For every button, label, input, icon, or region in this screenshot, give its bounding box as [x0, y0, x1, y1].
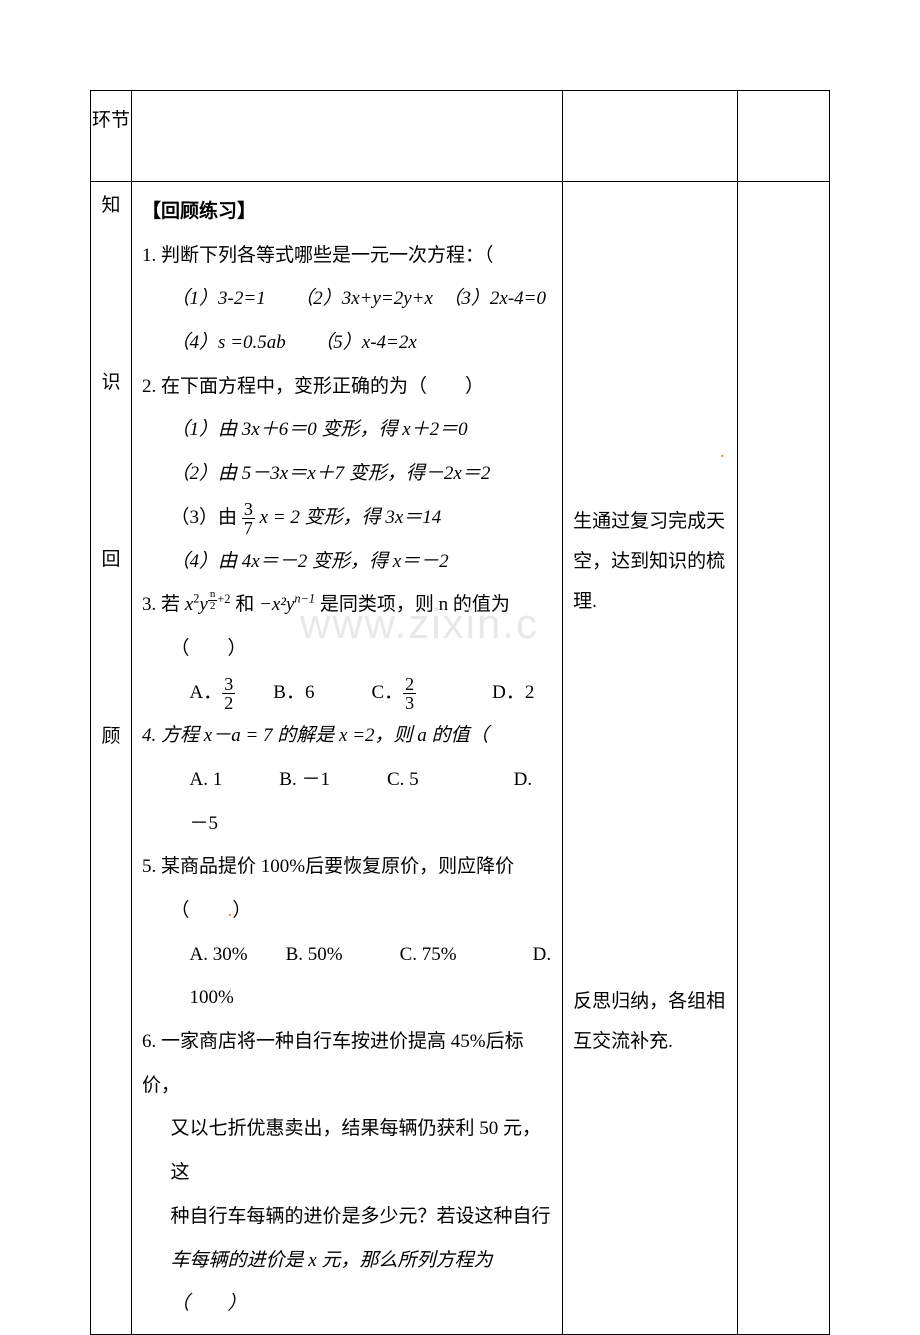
header-row: 环节 — [91, 91, 830, 182]
side-note-1: 生通过复习完成天空，达到知识的梳理. — [573, 502, 726, 622]
q5: 5. 某商品提价 100%后要恢复原价，则应降价 — [142, 845, 552, 889]
q6-l2: 又以七折优惠卖出，结果每辆仍获利 50 元，这 — [142, 1107, 552, 1194]
q2-3: （3）由 37 x = 2 变形，得 3x＝14 — [142, 496, 552, 540]
q2-4: （4）由 4x＝－2 变形，得 x＝－2 — [142, 540, 552, 584]
q5-paren: （ .） — [142, 889, 552, 933]
q3-opts: A．32 B．6 C．23 D．2 — [142, 671, 552, 715]
label-char-4: 顾 — [91, 721, 131, 748]
header-col4 — [737, 91, 829, 182]
section-label-cell: 知 识 回 顾 — [91, 182, 132, 1335]
worksheet-table: 环节 知 识 回 顾 【回顾练习】 1. 判断下列各等式哪些是一元一次方程：（ … — [90, 90, 830, 1335]
q1-opts-2: （4）s =0.5ab （5）x-4=2x — [142, 321, 552, 365]
review-title: 【回顾练习】 — [142, 190, 552, 234]
q6-l3: 种自行车每辆的进价是多少元？若设这种自行 — [142, 1195, 552, 1239]
q4: 4. 方程 x－a = 7 的解是 x =2，则 a 的值（ — [142, 714, 552, 758]
q4-opts: A. 1 B. －1 C. 5 D. －5 — [142, 758, 552, 845]
label-char-2: 识 — [91, 367, 131, 394]
dot-icon: . — [720, 432, 725, 472]
q6-l4: 车每辆的进价是 x 元，那么所列方程为（ ） — [142, 1239, 552, 1326]
content-cell: 【回顾练习】 1. 判断下列各等式哪些是一元一次方程：（ （1）3-2=1 （2… — [132, 182, 563, 1335]
header-col2 — [132, 91, 563, 182]
header-col1: 环节 — [91, 91, 132, 182]
side-note-2: 反思归纳，各组相互交流补充. — [573, 982, 726, 1062]
empty-cell — [737, 182, 829, 1335]
q3: 3. 若 x2yn2+2 和 −x²yn−1 是同类项，则 n 的值为 — [142, 583, 552, 627]
q6-l1: 6. 一家商店将一种自行车按进价提高 45%后标价， — [142, 1020, 552, 1107]
q5-opts: A. 30% B. 50% C. 75% D. 100% — [142, 933, 552, 1020]
label-char-1: 知 — [91, 190, 131, 217]
content-row: 知 识 回 顾 【回顾练习】 1. 判断下列各等式哪些是一元一次方程：（ （1）… — [91, 182, 830, 1335]
side-cell: . 生通过复习完成天空，达到知识的梳理. 反思归纳，各组相互交流补充. — [563, 182, 737, 1335]
label-char-3: 回 — [91, 544, 131, 571]
q1-opts-1: （1）3-2=1 （2）3x+y=2y+x （3）2x-4=0 — [142, 277, 552, 321]
header-col3 — [563, 91, 737, 182]
q1: 1. 判断下列各等式哪些是一元一次方程：（ — [142, 234, 552, 278]
q2-2: （2）由 5－3x＝x＋7 变形，得－2x＝2 — [142, 452, 552, 496]
q3-paren: （ ） — [142, 627, 552, 671]
q2: 2. 在下面方程中，变形正确的为（ ） — [142, 365, 552, 409]
q2-1: （1）由 3x＋6＝0 变形，得 x＋2＝0 — [142, 408, 552, 452]
